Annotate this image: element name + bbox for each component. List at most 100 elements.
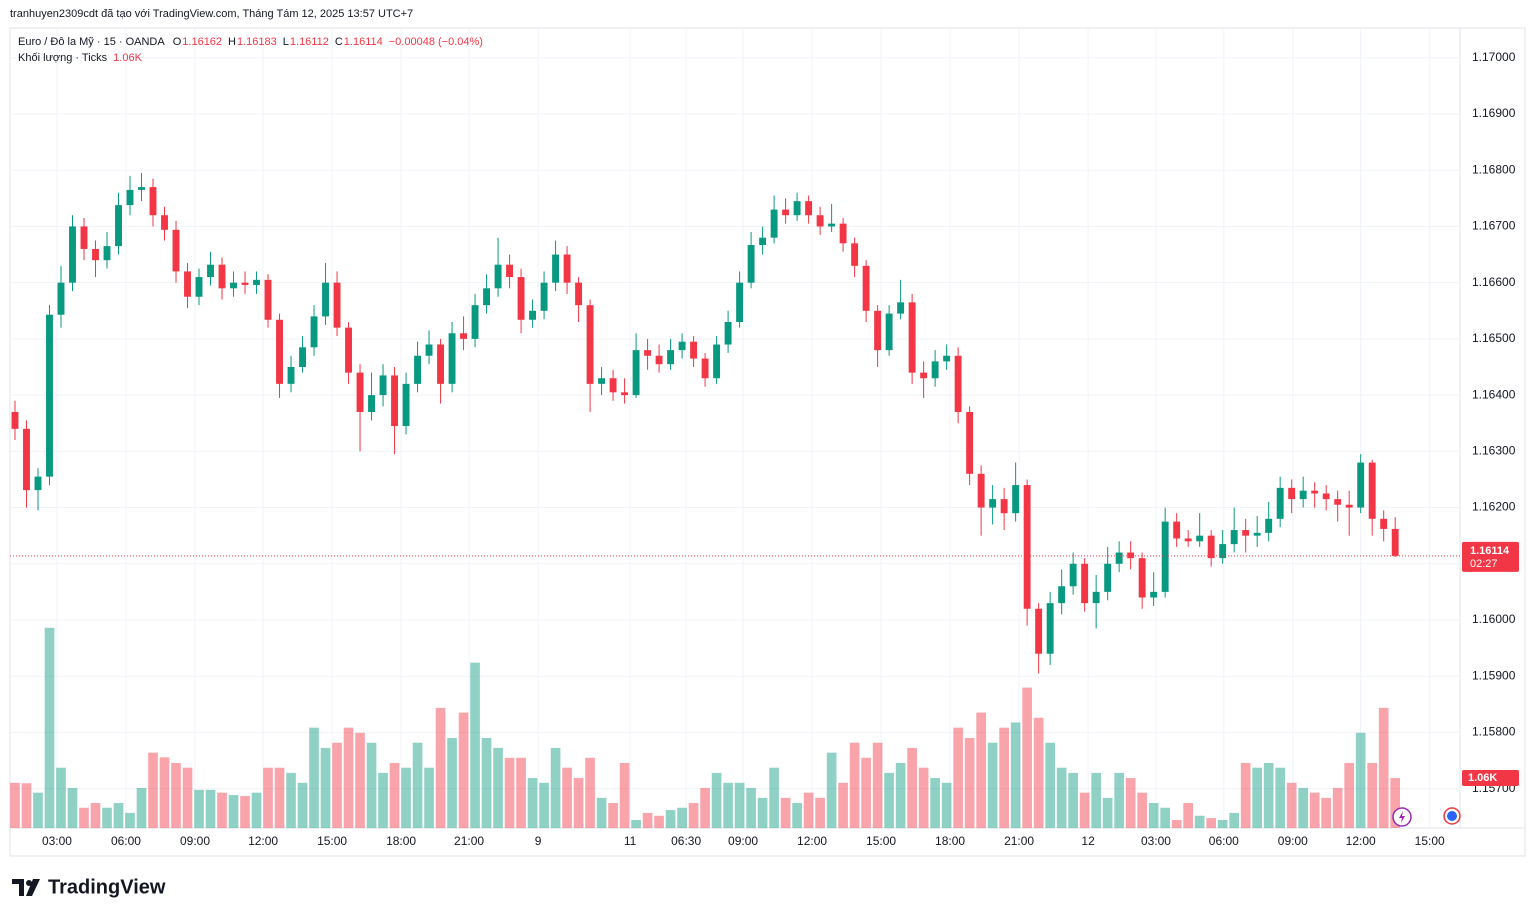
volume-bar: [102, 807, 112, 828]
volume-bar: [435, 707, 446, 828]
volume-bar: [67, 787, 78, 828]
volume-bar: [734, 782, 745, 828]
volume-bar: [320, 747, 331, 828]
candle-body: [1230, 530, 1238, 545]
y-tick-label: 1.16800: [1472, 162, 1516, 176]
volume-bar: [780, 797, 791, 828]
candle-body: [1391, 528, 1399, 556]
ohlc-letter: C: [335, 36, 343, 48]
axes: 1.157001.158001.159001.160001.161001.162…: [10, 50, 1519, 848]
volume-bar: [21, 783, 32, 828]
candle-body: [414, 355, 421, 384]
volume-bar: [803, 792, 814, 828]
volume-bar: [987, 742, 998, 828]
candle-body: [115, 205, 122, 247]
candle-body: [483, 288, 491, 306]
volume-bar: [619, 762, 630, 828]
ohlc-letter: O: [173, 36, 182, 48]
candle-body: [1081, 563, 1089, 604]
volume-bar: [1367, 762, 1378, 828]
volume-bar: [412, 742, 423, 828]
candle-body: [299, 347, 306, 368]
volume-bar: [159, 757, 170, 828]
volume-bar: [654, 815, 664, 828]
candle-body: [460, 333, 468, 339]
candle-body: [1322, 493, 1330, 500]
candle-body: [1150, 591, 1158, 598]
candle-body: [1207, 535, 1215, 559]
candle-body: [448, 333, 456, 384]
candle-body: [621, 392, 629, 396]
volume-bar: [1252, 767, 1263, 828]
x-tick-label: 21:00: [454, 834, 484, 848]
volume-bar: [33, 792, 43, 828]
y-tick-label: 1.16000: [1472, 612, 1516, 626]
volume-bar: [1010, 722, 1021, 828]
volume-bar: [1286, 782, 1297, 828]
brand-logo: TradingView: [12, 876, 166, 898]
candle-body: [1104, 563, 1112, 592]
volume-bar: [884, 772, 894, 828]
candle-body: [770, 209, 778, 238]
volume-bar: [1125, 778, 1136, 828]
volume-bar: [1206, 818, 1216, 828]
volume-bar: [665, 810, 676, 828]
volume-bar: [470, 662, 480, 828]
x-tick-label: 09:00: [1278, 834, 1308, 848]
x-tick-label: 12:00: [1346, 834, 1376, 848]
volume-bar: [539, 782, 549, 828]
volume-bar: [136, 787, 147, 828]
candle-body: [885, 313, 893, 351]
volume-bar: [976, 712, 986, 828]
candle-body: [1000, 499, 1008, 514]
volume-bar: [631, 819, 641, 828]
volume-bar: [1378, 707, 1389, 828]
candle-body: [540, 282, 548, 311]
candle-body: [747, 245, 755, 283]
candle-body: [368, 395, 375, 412]
chart-frame: [9, 27, 1526, 857]
volume-bar: [424, 767, 434, 828]
candle-body: [655, 355, 663, 365]
volume-bar: [1217, 819, 1228, 828]
candle-body: [149, 187, 157, 216]
volume-bar: [1022, 687, 1032, 828]
event-icon-bolt: [1399, 811, 1405, 823]
candle-body: [1265, 518, 1273, 533]
logo-dot: [26, 880, 32, 886]
volume-pane: [10, 627, 1401, 828]
volume-bar: [1321, 797, 1332, 828]
candle-body: [966, 411, 974, 474]
volume-bar: [930, 778, 940, 828]
candle-body: [1115, 552, 1123, 564]
volume-bar: [401, 767, 411, 828]
candle-body: [724, 322, 732, 345]
volume-bar: [504, 757, 515, 828]
candle-body: [517, 277, 525, 320]
volume-bar: [79, 807, 89, 828]
candle-body: [138, 187, 145, 190]
volume-name: Khối lượng · Ticks: [18, 52, 108, 64]
volume-bar: [355, 732, 365, 828]
candle-body: [310, 316, 318, 348]
volume-bar: [1194, 815, 1205, 828]
candle-body: [862, 265, 870, 311]
candle-body: [678, 341, 686, 351]
candle-body: [506, 264, 514, 278]
symbol-name: Euro / Đô la Mỹ · 15 · OANDA: [18, 36, 165, 48]
x-tick-label: 9: [535, 834, 542, 848]
candle-body: [632, 350, 640, 396]
volume-bar: [1068, 772, 1078, 828]
volume-bar: [562, 767, 572, 828]
candle-body: [839, 223, 847, 244]
volume-bar: [240, 795, 250, 828]
volume-bar: [1355, 732, 1366, 828]
candle-body: [322, 282, 329, 317]
volume-bar: [389, 762, 400, 828]
x-tick-label: 15:00: [866, 834, 896, 848]
candle-body: [34, 476, 42, 491]
volume-bar: [44, 627, 55, 828]
volume-bar: [918, 767, 929, 828]
volume-bar: [746, 787, 756, 828]
candle-body: [793, 201, 801, 216]
